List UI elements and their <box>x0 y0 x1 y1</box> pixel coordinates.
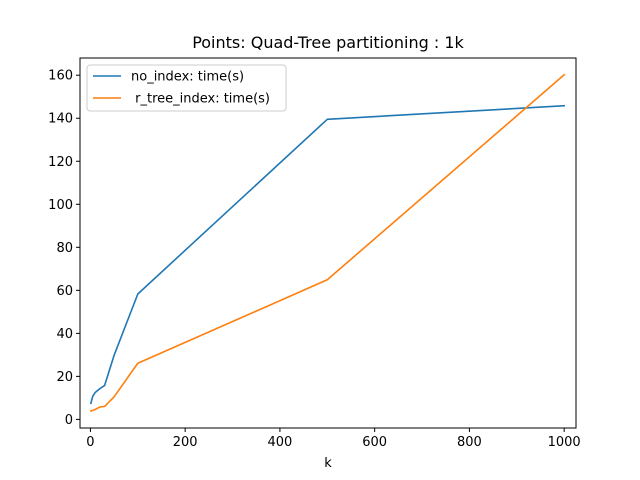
x-tick-label: 200 <box>173 435 198 450</box>
legend-label-1: r_tree_index: time(s) <box>131 92 270 107</box>
x-tick-label: 0 <box>86 435 94 450</box>
x-tick-label: 1000 <box>548 435 581 450</box>
y-tick-label: 40 <box>56 327 73 342</box>
y-tick-label: 100 <box>48 198 73 213</box>
plot-frame <box>79 57 577 429</box>
series-line-0 <box>89 104 566 405</box>
y-axis: 0 20 40 60 80 100 120 140 160 <box>48 69 80 428</box>
y-tick-label: 60 <box>56 284 73 299</box>
x-tick-label: 400 <box>268 435 293 450</box>
legend-label-0: no_index: time(s) <box>131 70 244 85</box>
x-tick-label: 600 <box>362 435 387 450</box>
series-line-1 <box>89 73 566 413</box>
x-axis: 0 200 400 600 800 1000 <box>86 428 581 450</box>
y-tick-label: 20 <box>56 370 73 385</box>
legend: no_index: time(s) r_tree_index: time(s) <box>86 64 287 112</box>
chart-title: Points: Quad-Tree partitioning : 1k <box>192 33 464 52</box>
x-axis-label: k <box>324 456 332 471</box>
y-tick-label: 160 <box>48 69 73 84</box>
y-tick-label: 120 <box>48 155 73 170</box>
y-tick-label: 0 <box>65 413 73 428</box>
y-tick-label: 140 <box>48 112 73 127</box>
x-tick-label: 800 <box>457 435 482 450</box>
y-tick-label: 80 <box>56 241 73 256</box>
series-layer <box>89 73 566 413</box>
legend-box <box>86 64 287 112</box>
